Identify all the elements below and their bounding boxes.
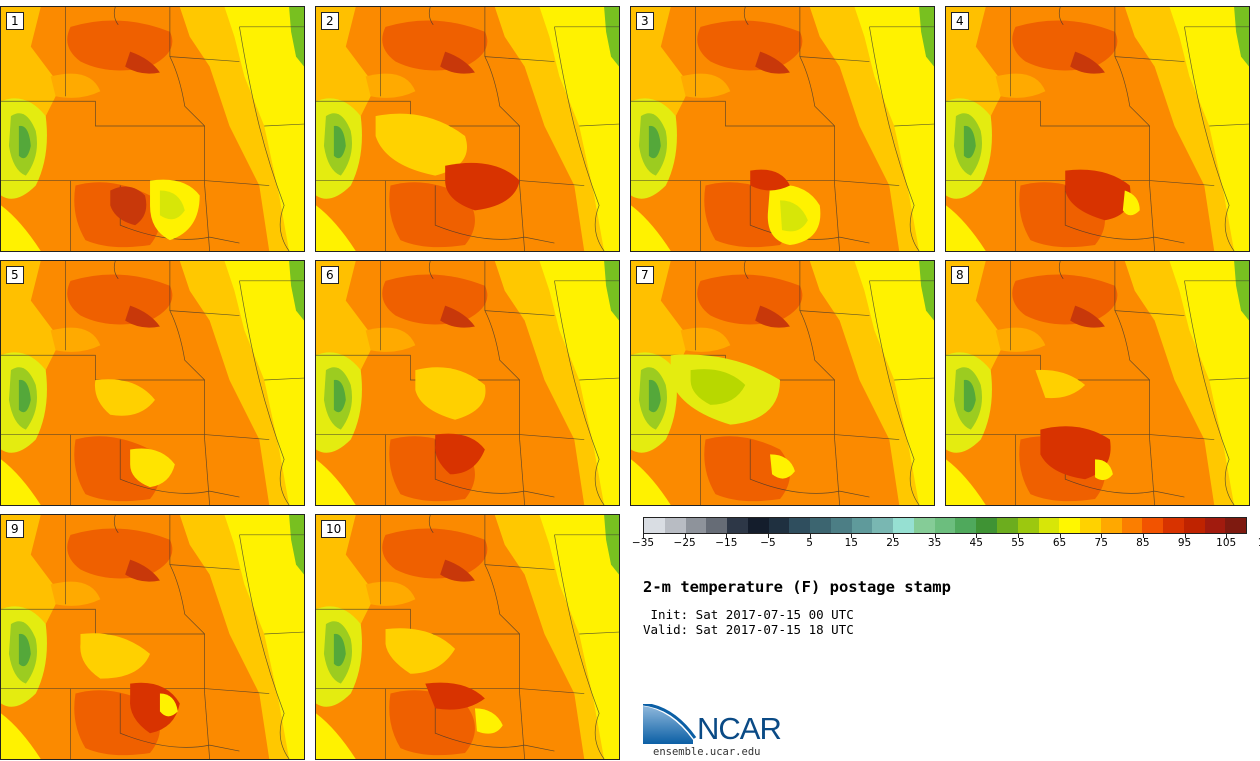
colorbar-ticks: −35 −25 −15 −5 5 15 25 35 45 55 65 75 85 95 105 115 [632, 534, 1260, 554]
colorbar-tick-mark [1142, 534, 1144, 538]
panel-number-label: 7 [636, 266, 654, 284]
colorbar-tick-label: 15 [844, 537, 858, 549]
colorbar-swatch [955, 518, 977, 533]
colorbar-tick-mark [1017, 534, 1019, 538]
colorbar-swatch [997, 518, 1018, 533]
colorbar-tick-mark [1184, 534, 1186, 538]
logo-url: ensemble.ucar.edu [653, 746, 761, 758]
valid-time: Valid: Sat 2017-07-15 18 UTC [643, 622, 854, 637]
colorbar-swatch [1059, 518, 1081, 533]
colorbar-swatch [976, 518, 998, 533]
colorbar-tick-label: 115 [1258, 537, 1260, 549]
chart-title: 2-m temperature (F) postage stamp [643, 578, 951, 596]
map-panel-6: 6 [315, 260, 620, 506]
colorbar-tick-mark [767, 534, 769, 538]
temperature-map [316, 7, 619, 251]
colorbar-tick-label: 45 [969, 537, 983, 549]
temperature-map [631, 7, 934, 251]
logo-text: NCAR [697, 711, 782, 746]
colorbar-tick-label: −5 [760, 537, 776, 549]
map-panel-10: 10 [315, 514, 620, 760]
colorbar-swatch [747, 518, 769, 533]
panel-number-label: 6 [321, 266, 339, 284]
map-panel-3: 3 [630, 6, 935, 252]
colorbar-tick-label: −15 [715, 537, 738, 549]
colorbar-tick-label: 35 [927, 537, 942, 549]
panel-number-label: 8 [951, 266, 969, 284]
map-panel-8: 8 [945, 260, 1250, 506]
panel-number-label: 5 [6, 266, 24, 284]
colorbar-tick-label: −25 [673, 537, 696, 549]
temperature-map [316, 261, 619, 505]
colorbar-swatch [810, 518, 831, 533]
colorbar-swatch [1225, 518, 1247, 533]
colorbar-tick-label: 55 [1011, 537, 1025, 549]
map-panel-1: 1 [0, 6, 305, 252]
colorbar-swatch [1142, 518, 1164, 533]
panel-number-label: 10 [321, 520, 347, 538]
colorbar-tick-mark [1101, 534, 1103, 538]
colorbar-tick-mark [809, 534, 811, 538]
colorbar-swatch [851, 518, 873, 533]
panel-number-label: 3 [636, 12, 654, 30]
map-panel-4: 4 [945, 6, 1250, 252]
colorbar-tick-label: 75 [1094, 537, 1108, 549]
colorbar-tick-label: 65 [1052, 537, 1067, 549]
temperature-map [1, 7, 304, 251]
colorbar-swatch [727, 518, 748, 533]
temperature-map [946, 261, 1249, 505]
colorbar-swatch [1121, 518, 1143, 533]
temperature-map [1, 261, 304, 505]
colorbar-tick-mark [684, 534, 686, 538]
colorbar-tick-mark [726, 534, 728, 538]
colorbar-tick-mark [934, 534, 936, 538]
colorbar-tick-mark [851, 534, 853, 538]
map-panel-5: 5 [0, 260, 305, 506]
colorbar-tick-mark [1059, 534, 1061, 538]
panel-number-label: 9 [6, 520, 24, 538]
init-time: Init: Sat 2017-07-15 00 UTC [643, 607, 854, 622]
map-panel-2: 2 [315, 6, 620, 252]
colorbar-swatch [664, 518, 686, 533]
colorbar-swatch [1017, 518, 1039, 533]
colorbar-tick-label: 25 [886, 537, 900, 549]
temperature-map [316, 515, 619, 759]
colorbar-tick-mark [892, 534, 894, 538]
colorbar-swatch [1183, 518, 1205, 533]
temperature-colorbar [643, 517, 1247, 534]
colorbar-swatch [913, 518, 935, 533]
map-panel-7: 7 [630, 260, 935, 506]
panel-number-label: 2 [321, 12, 339, 30]
colorbar-tick-mark [643, 534, 644, 538]
colorbar-swatch [706, 518, 728, 533]
temperature-map [946, 7, 1249, 251]
colorbar-swatch [872, 518, 894, 533]
panel-number-label: 4 [951, 12, 969, 30]
ncar-logo-icon [643, 704, 697, 744]
colorbar-tick-label: 105 [1216, 537, 1237, 549]
colorbar-swatch [685, 518, 707, 533]
colorbar-tick-label: −35 [631, 537, 655, 549]
colorbar-swatch [789, 518, 811, 533]
colorbar-swatch [1100, 518, 1122, 533]
colorbar-tick-label: 85 [1136, 537, 1150, 549]
colorbar-tick-mark [1226, 534, 1228, 538]
colorbar-swatch [1038, 518, 1060, 533]
colorbar-tick-mark [976, 534, 978, 538]
colorbar-tick-label: 95 [1177, 537, 1192, 549]
temperature-map [631, 261, 934, 505]
colorbar-swatch [768, 518, 790, 533]
colorbar-tick-label: 5 [806, 537, 813, 549]
temperature-map [1, 515, 304, 759]
colorbar-swatch [830, 518, 852, 533]
colorbar-swatch [1204, 518, 1226, 533]
panel-number-label: 1 [6, 12, 24, 30]
colorbar-swatch [1163, 518, 1184, 533]
colorbar-swatch [644, 518, 665, 533]
colorbar-swatch [934, 518, 956, 533]
colorbar-swatch [893, 518, 914, 533]
map-panel-9: 9 [0, 514, 305, 760]
colorbar-swatch [1080, 518, 1101, 533]
